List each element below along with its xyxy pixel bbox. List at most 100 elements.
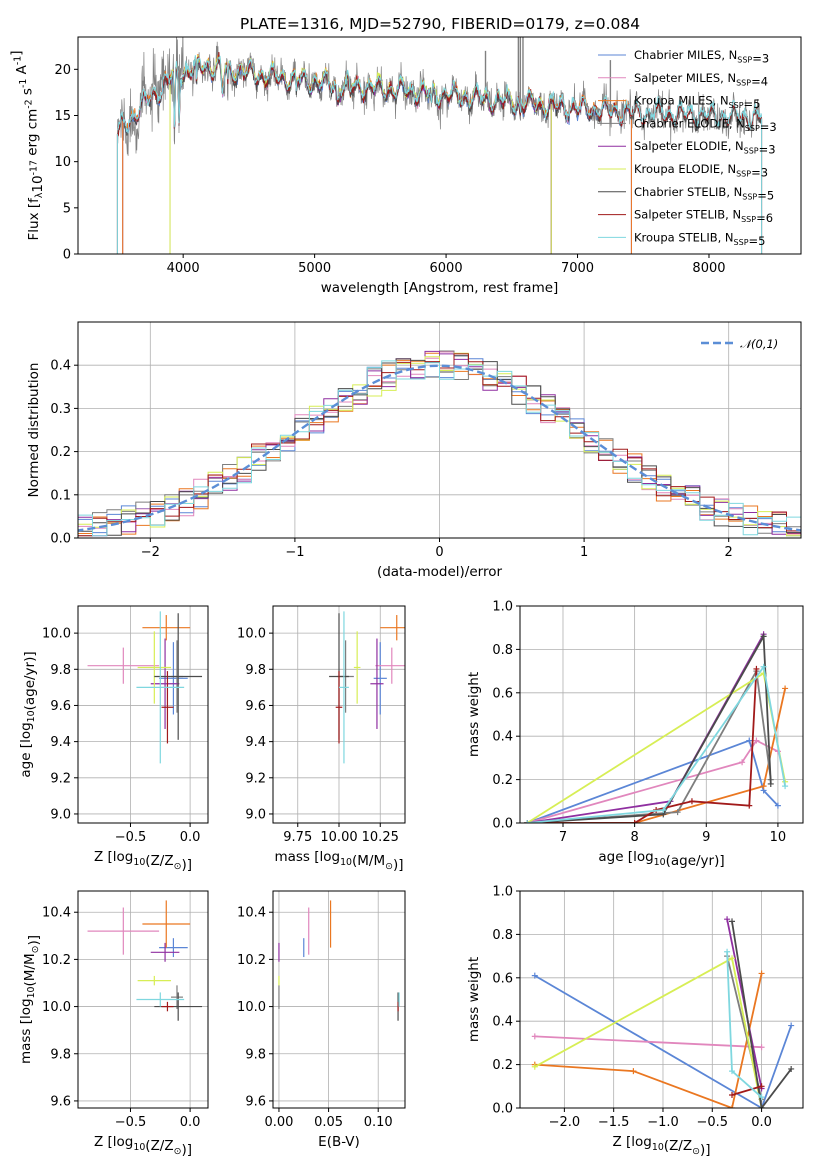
age-vs-mass-xtick-label: 10.25 [362,830,399,845]
mass-weight-line [527,668,758,823]
residuals-xtick-label: 1 [580,545,588,560]
mass-weight-marker [758,970,765,977]
spectrum-ytick-label: 0 [63,248,71,263]
mass-vs-Z-ytick-label: 10.0 [42,1000,71,1015]
age-vs-Z-ytick-label: 10.0 [42,627,71,642]
weight-vs-age-ytick-label: 1.0 [492,600,513,615]
mass-weight-marker [760,663,767,670]
spectrum-legend-label: Chabrier ELODIE, NSSP=3 [634,116,777,133]
weight-vs-age-ytick-label: 0.6 [492,686,513,701]
weight-vs-Z-panel: −2.0 −1.5 −1.0 −0.5 0.0 0.0 0.2 0.4 0.6 0.8 1.0 Z [… [466,885,804,1158]
mass-weight-marker [758,1044,765,1051]
mass-weight-line [731,1085,762,1096]
spectrum-ytick-label: 20 [54,63,71,78]
weight-vs-age-ytick-label: 0.4 [492,730,513,745]
weight-vs-Z-xlabel: Z [log10(Z/Z⊙)] [612,1134,710,1158]
spectrum-panel: 4000 5000 6000 7000 8000 0 5 10 15 20 wavelength [… [8,36,802,296]
weight-vs-age-panel: 7 8 9 10 0.0 0.2 0.4 0.6 0.8 1.0 age [log10(age/yr… [466,600,804,869]
mass-weight-marker [739,759,746,766]
age-vs-Z-ylabel: age [log10(age/yr)] [18,651,38,777]
weight-vs-age-ytick-label: 0.2 [492,773,513,788]
spectrum-legend-label: Kroupa MILES, NSSP=5 [634,94,760,111]
age-vs-mass-plot-area [329,611,405,764]
mass-weight-marker [724,916,731,923]
mass-vs-Z-xtick-label: −0.5 [115,1115,147,1130]
residuals-ylabel: Normed distribution [26,363,42,498]
residuals-ytick-label: 0.0 [50,532,71,547]
mass-vs-Z-plot-area [87,900,203,1021]
mass-weight-marker [788,1022,795,1029]
age-vs-Z-xtick-label: 0.0 [180,830,201,845]
weight-vs-Z-ytick-label: 0.8 [492,928,513,943]
age-vs-Z-ytick-label: 9.6 [50,699,71,714]
spectrum-model-line [117,55,763,134]
age-vs-mass-ytick-label: 10.0 [237,627,266,642]
age-vs-mass-ytick-label: 9.6 [245,699,266,714]
age-vs-Z-ytick-label: 9.0 [50,807,71,822]
mass-vs-ebv-ytick-label: 9.6 [245,1094,266,1109]
spectrum-xtick-label: 4000 [167,261,200,276]
spectrum-legend-label: Salpeter ELODIE, NSSP=3 [634,139,776,156]
weight-vs-age-xtick-label: 7 [559,830,567,845]
mass-vs-ebv-plot-area [278,900,400,1021]
mass-weight-marker [746,737,753,744]
spectrum-xtick-label: 5000 [298,261,331,276]
mass-weight-marker [688,798,695,805]
weight-vs-Z-frame [519,890,804,1109]
mass-weight-marker [782,685,789,692]
mass-weight-marker [531,1033,538,1040]
residuals-ytick-label: 0.3 [50,402,71,417]
mass-weight-marker [782,783,789,790]
mass-vs-ebv-xtick-label: 0.05 [314,1115,343,1130]
residuals-xtick-label: 2 [725,545,733,560]
age-vs-Z-xtick-label: −0.5 [115,830,147,845]
age-vs-Z-ytick-label: 9.2 [50,771,71,786]
mass-weight-marker [630,1068,637,1075]
spectrum-data-line [117,37,762,156]
residuals-xlabel: (data-model)/error [377,564,503,580]
mass-weight-marker [724,948,731,955]
spectrum-title: PLATE=1316, MJD=52790, FIBERID=0179, z=0… [240,15,640,33]
mass-weight-marker [760,783,767,790]
mass-vs-Z-ylabel: mass [log10(M/M⊙)] [18,935,42,1064]
weight-vs-Z-xtick-label: 0.0 [751,1115,772,1130]
mass-vs-ebv-ytick-label: 10.0 [237,1000,266,1015]
age-vs-mass-ytick-label: 9.8 [245,663,266,678]
age-vs-Z-panel: −0.5 0.0 9.0 9.2 9.4 9.6 9.8 10.0 Z [log10(Z/Z⊙)… [18,605,209,873]
residuals-ytick-label: 0.1 [50,488,71,503]
mass-weight-marker [729,1091,736,1098]
weight-vs-Z-xtick-label: −1.5 [598,1115,630,1130]
mass-vs-ebv-ytick-label: 10.2 [237,953,266,968]
weight-vs-Z-plot-area [531,916,795,1108]
age-vs-Z-ytick-label: 9.8 [50,663,71,678]
age-vs-Z-frame [77,605,209,824]
mass-vs-ebv-ytick-label: 10.4 [237,906,266,921]
normal-legend-label: 𝒩(0,1) [740,337,778,351]
weight-vs-age-xtick-label: 10 [770,830,787,845]
spectrum-ytick-label: 15 [54,109,71,124]
mass-weight-line [526,739,779,823]
mass-weight-marker [746,802,753,809]
mass-vs-ebv-panel: 0.00 0.05 0.10 9.6 9.8 10.0 10.2 10.4 E(B-V) [237,890,406,1150]
mass-vs-ebv-xtick-label: 0.10 [364,1115,393,1130]
residuals-xtick-label: 0 [435,545,443,560]
spectrum-ytick-label: 5 [63,201,71,216]
residuals-xtick-label: −2 [141,545,160,560]
mass-vs-Z-ytick-label: 9.6 [50,1094,71,1109]
spectrum-legend: Chabrier MILES, NSSP=3 Salpeter MILES, NS… [598,48,777,248]
spectrum-legend-label: Salpeter STELIB, NSSP=6 [634,208,773,225]
spectrum-legend-label: Chabrier STELIB, NSSP=5 [634,185,774,202]
mass-weight-marker [531,972,538,979]
weight-vs-age-xtick-label: 9 [702,830,710,845]
age-vs-mass-xlabel: mass [log10(M/M⊙)] [274,849,403,873]
mass-weight-line [527,664,786,823]
residuals-panel: −2 −1 0 1 2 0.0 0.1 0.2 0.3 0.4 (data-model)/error… [26,321,802,580]
age-vs-Z-plot-area [87,611,203,764]
weight-vs-Z-ytick-label: 0.2 [492,1058,513,1073]
spectrum-frame [77,36,802,255]
mass-weight-marker [531,1063,538,1070]
mass-vs-Z-frame [77,890,209,1109]
spectrum-legend-label: Salpeter MILES, NSSP=4 [634,71,768,88]
weight-vs-age-plot-area [524,631,789,823]
